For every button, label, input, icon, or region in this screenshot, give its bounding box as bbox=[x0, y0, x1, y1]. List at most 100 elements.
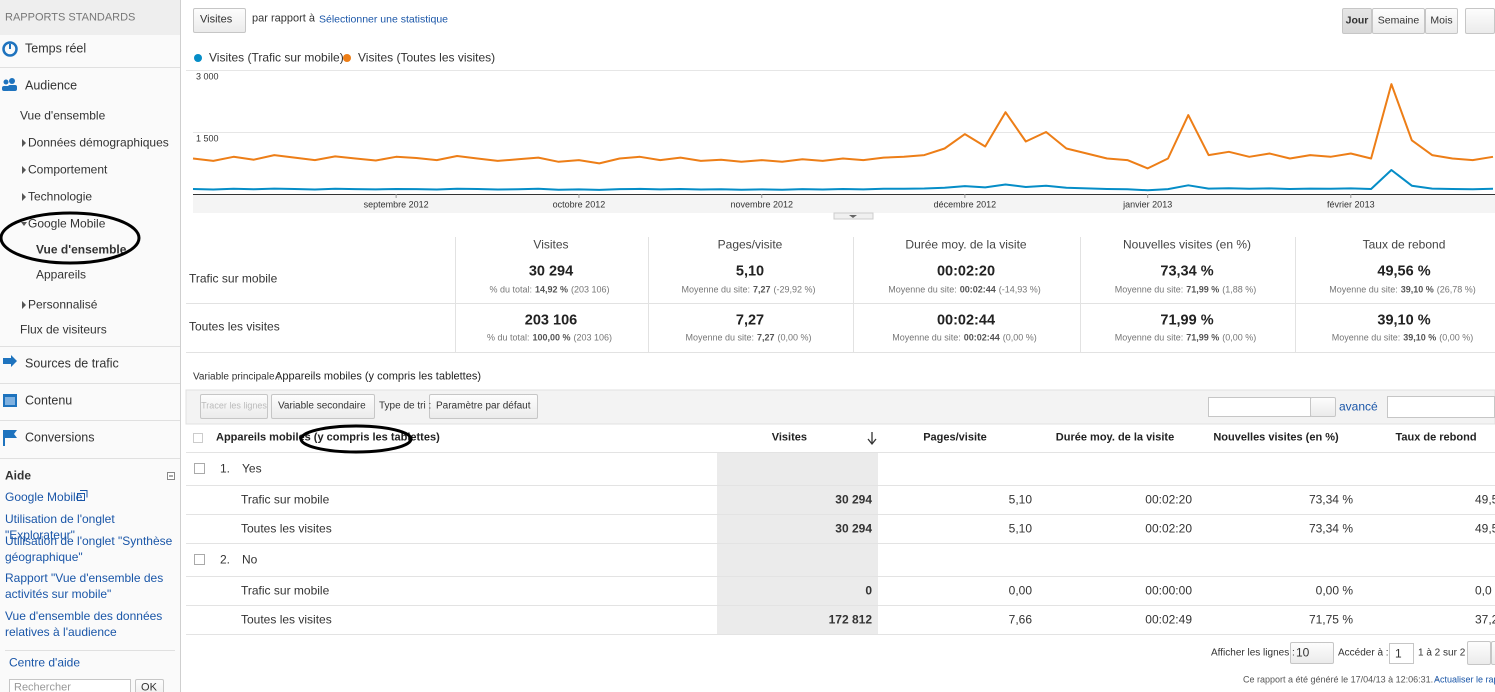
table-search-input[interactable] bbox=[1208, 397, 1311, 417]
period-button-label[interactable]: Mois bbox=[1430, 14, 1453, 27]
advanced-filter-link[interactable]: avancé bbox=[1339, 399, 1378, 414]
help-link[interactable]: Vue d'ensemble des données relatives à l… bbox=[5, 609, 163, 639]
period-button[interactable] bbox=[1372, 8, 1425, 34]
nav-item[interactable]: Personnalisé bbox=[28, 297, 98, 312]
nav-subitem[interactable]: Appareils bbox=[36, 267, 87, 282]
table-column-header[interactable]: Appareils mobiles (y compris les tablett… bbox=[216, 431, 440, 444]
help-title: Aide bbox=[5, 468, 32, 483]
primary-dimension-label: Variable principale : bbox=[193, 371, 281, 383]
compare-link[interactable]: Sélectionner une statistique bbox=[319, 13, 448, 26]
comparison-note: Moyenne du site: 7,27 (0,00 %) bbox=[685, 333, 814, 344]
generated-note: Ce rapport a été généré le 17/04/13 à 12… bbox=[1243, 674, 1439, 685]
sort-type-select[interactable] bbox=[429, 394, 538, 419]
table-cell: 30 294 bbox=[835, 521, 872, 536]
nav-item[interactable]: Comportement bbox=[28, 162, 108, 177]
help-link[interactable]: Utilisation de l'onglet "Explorateur" bbox=[5, 512, 115, 542]
goto-input[interactable] bbox=[1389, 643, 1414, 664]
x-tick-label: janvier 2013 bbox=[1123, 199, 1173, 210]
nav-item[interactable]: Google Mobile bbox=[28, 216, 106, 231]
view-switch[interactable] bbox=[1387, 396, 1495, 418]
metric-select[interactable] bbox=[193, 8, 246, 33]
comparison-part: Moyenne du site: bbox=[1331, 332, 1401, 343]
sort-type-label: Type de tri : bbox=[379, 400, 432, 412]
nav-section[interactable]: Sources de trafic bbox=[25, 356, 119, 371]
refresh-link[interactable]: Actualiser le rap bbox=[1434, 674, 1495, 685]
icon-conversions bbox=[3, 430, 17, 446]
search-input[interactable] bbox=[9, 679, 131, 692]
help-center-link[interactable]: Centre d'aide bbox=[9, 655, 81, 670]
table-column-header[interactable]: Nouvelles visites (en %) bbox=[1213, 431, 1339, 444]
page-range: 1 à 2 sur 2 bbox=[1418, 647, 1466, 659]
comparison-part: % du total: bbox=[489, 284, 532, 295]
row-segment-label: Toutes les visites bbox=[241, 521, 332, 536]
comparison-part: Moyenne du site: bbox=[1114, 332, 1184, 343]
table-search-button[interactable] bbox=[1310, 397, 1336, 417]
comparison-note: Moyenne du site: 7,27 (-29,92 %) bbox=[681, 285, 818, 296]
comparison-part: (1,88 %) bbox=[1222, 284, 1257, 295]
rows-per-page-select[interactable] bbox=[1290, 642, 1334, 664]
next-page-button[interactable] bbox=[1491, 641, 1495, 665]
nav-section[interactable]: Contenu bbox=[25, 393, 73, 408]
chart-type-button[interactable] bbox=[1465, 8, 1495, 34]
period-button-label[interactable]: Semaine bbox=[1377, 14, 1420, 27]
nav-item[interactable]: Vue d'ensemble bbox=[20, 108, 106, 123]
summary-row-label: Toutes les visites bbox=[189, 319, 280, 334]
search-button-label[interactable]: OK bbox=[141, 681, 157, 692]
sort-type-value[interactable]: Paramètre par défaut bbox=[436, 400, 531, 412]
table-cell: 5,10 bbox=[1008, 492, 1032, 507]
help-link[interactable]: Utilisation de l'onglet "Synthèse géogra… bbox=[5, 534, 173, 564]
summary-grid bbox=[186, 237, 1495, 353]
row-dimension-value[interactable]: Yes bbox=[242, 461, 262, 476]
secondary-dimension-label[interactable]: Variable secondaire bbox=[278, 400, 366, 412]
legend-label[interactable]: Visites (Trafic sur mobile) bbox=[209, 50, 344, 65]
rows-per-page-value[interactable]: 10 bbox=[1296, 645, 1310, 660]
row-segment-label: Trafic sur mobile bbox=[241, 492, 330, 507]
nav-section[interactable]: Conversions bbox=[25, 430, 95, 445]
x-tick-label: février 2013 bbox=[1327, 199, 1375, 210]
metric-select-label[interactable]: Visites bbox=[200, 13, 233, 26]
table-column-header[interactable]: Durée moy. de la visite bbox=[1055, 431, 1175, 444]
table-column-header[interactable]: Taux de rebond bbox=[1395, 431, 1477, 444]
comparison-note: Moyenne du site: 39,10 % (0,00 %) bbox=[1332, 333, 1477, 344]
comparison-part: 39,10 % bbox=[1403, 332, 1437, 343]
nav-item[interactable]: Données démographiques bbox=[28, 135, 169, 150]
row-checkboxes[interactable] bbox=[193, 433, 205, 565]
table-column-header[interactable]: Pages/visite bbox=[923, 431, 987, 444]
nav-arrow bbox=[22, 139, 26, 147]
nav-section[interactable]: Audience bbox=[25, 78, 78, 93]
table-cell: 00:02:20 bbox=[1145, 492, 1192, 507]
prev-page-button[interactable] bbox=[1467, 641, 1491, 665]
nav-item[interactable]: Technologie bbox=[28, 189, 93, 204]
icon-content bbox=[3, 394, 17, 407]
nav-subitem[interactable]: Vue d'ensemble bbox=[36, 242, 127, 257]
period-button[interactable] bbox=[1342, 8, 1372, 34]
nav-section[interactable]: Temps réel bbox=[25, 41, 87, 56]
comparison-part: (-29,92 %) bbox=[773, 284, 816, 295]
summary-column-header: Taux de rebond bbox=[1362, 237, 1446, 252]
sort-arrow bbox=[867, 432, 877, 446]
table-column-header[interactable]: Visites bbox=[771, 431, 807, 444]
goto-value[interactable]: 1 bbox=[1395, 646, 1402, 661]
table-toolbar-bg bbox=[185, 389, 1495, 425]
period-button[interactable] bbox=[1425, 8, 1458, 34]
icon-external-link bbox=[77, 490, 88, 501]
period-button-label[interactable]: Jour bbox=[1345, 14, 1369, 27]
help-link[interactable]: Google Mobile bbox=[5, 490, 83, 504]
secondary-dimension-select[interactable] bbox=[271, 394, 375, 419]
icon-audience bbox=[2, 78, 17, 91]
legend-label[interactable]: Visites (Toutes les visites) bbox=[358, 50, 496, 65]
comparison-part: Moyenne du site: bbox=[681, 284, 750, 295]
x-tick-label: octobre 2012 bbox=[552, 199, 606, 210]
comparison-note: Moyenne du site: 00:02:44 (-14,93 %) bbox=[888, 285, 1044, 296]
nav-item[interactable]: Flux de visiteurs bbox=[20, 322, 107, 337]
help-link[interactable]: Rapport "Vue d'ensemble des activités su… bbox=[5, 571, 164, 601]
series-line bbox=[192, 83, 1494, 170]
comparison-note: Moyenne du site: 00:02:44 (0,00 %) bbox=[892, 333, 1040, 344]
search-placeholder[interactable]: Rechercher bbox=[14, 681, 71, 692]
search-button[interactable] bbox=[135, 679, 164, 692]
row-dimension-value[interactable]: No bbox=[242, 552, 258, 567]
plot-rows-button bbox=[200, 394, 268, 419]
